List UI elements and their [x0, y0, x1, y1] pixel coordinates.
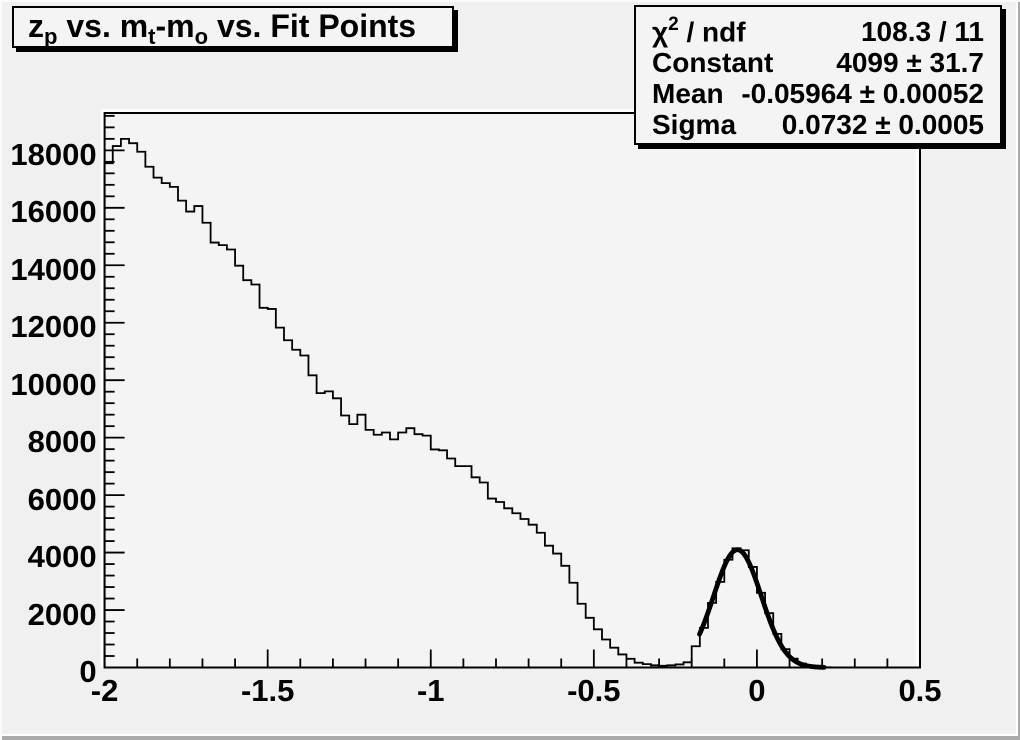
- stats-row: Constant 4099 ± 31.7: [636, 47, 1000, 78]
- y-axis-label: 12000: [10, 309, 97, 345]
- title-text: p: [44, 24, 58, 49]
- stats-value: -0.05964 ± 0.00052: [741, 78, 984, 110]
- y-axis-label: 16000: [10, 194, 97, 230]
- y-axis-label: 2000: [27, 596, 97, 632]
- stats-label: Constant: [652, 47, 773, 78]
- y-axis-label: 8000: [27, 424, 97, 460]
- stats-label: χ2 / ndf: [652, 10, 746, 47]
- stats-row: χ2 / ndf 108.3 / 11: [636, 10, 1000, 47]
- y-axis-label: 10000: [10, 366, 97, 402]
- fit-curve: [697, 547, 827, 670]
- stats-box: χ2 / ndf 108.3 / 11 Constant 4099 ± 31.7 Mea…: [634, 5, 1002, 145]
- title-text: o: [194, 24, 209, 49]
- stats-label-part: χ: [652, 16, 669, 48]
- stats-label: Sigma: [652, 109, 736, 140]
- histogram-line: [103, 137, 920, 669]
- title-text: -m: [155, 8, 195, 44]
- stats-label: Mean: [652, 78, 724, 109]
- y-axis-label: 14000: [10, 251, 97, 287]
- stats-label-part: / ndf: [678, 16, 746, 48]
- title-text: t: [148, 24, 156, 49]
- x-axis-label: -1.5: [240, 673, 295, 708]
- stats-value: 108.3 / 11: [860, 16, 984, 48]
- x-axis-label: -0.5: [567, 673, 621, 708]
- stats-row: Mean -0.05964 ± 0.00052: [636, 78, 1000, 109]
- stats-label-part: Mean: [652, 78, 724, 110]
- stats-value: 4099 ± 31.7: [836, 47, 984, 79]
- stats-value: 0.0732 ± 0.0005: [781, 109, 984, 141]
- y-axis-label: 4000: [27, 539, 97, 575]
- frame-fill: [104, 113, 921, 668]
- stats-label-part: Constant: [652, 47, 774, 79]
- x-axis-label: -2: [90, 673, 119, 708]
- stats-label-part: 2: [668, 14, 679, 35]
- x-axis-label: 0: [748, 673, 766, 708]
- y-axis-label: 6000: [27, 481, 97, 517]
- y-axis-label: 0: [79, 654, 97, 689]
- title-box: zp vs. mt-mo vs. Fit Points: [12, 6, 454, 49]
- title-text: z: [28, 8, 44, 44]
- y-axis-label: 18000: [10, 136, 97, 172]
- x-axis-label: -1: [416, 673, 445, 708]
- stats-label-part: Sigma: [652, 109, 737, 141]
- title-text: vs. m: [57, 8, 149, 44]
- stats-row: Sigma 0.0732 ± 0.0005: [636, 109, 1000, 140]
- title-text: vs. Fit Points: [208, 8, 417, 44]
- frame-border: [103, 112, 922, 669]
- x-axis-label: 0.5: [898, 673, 942, 708]
